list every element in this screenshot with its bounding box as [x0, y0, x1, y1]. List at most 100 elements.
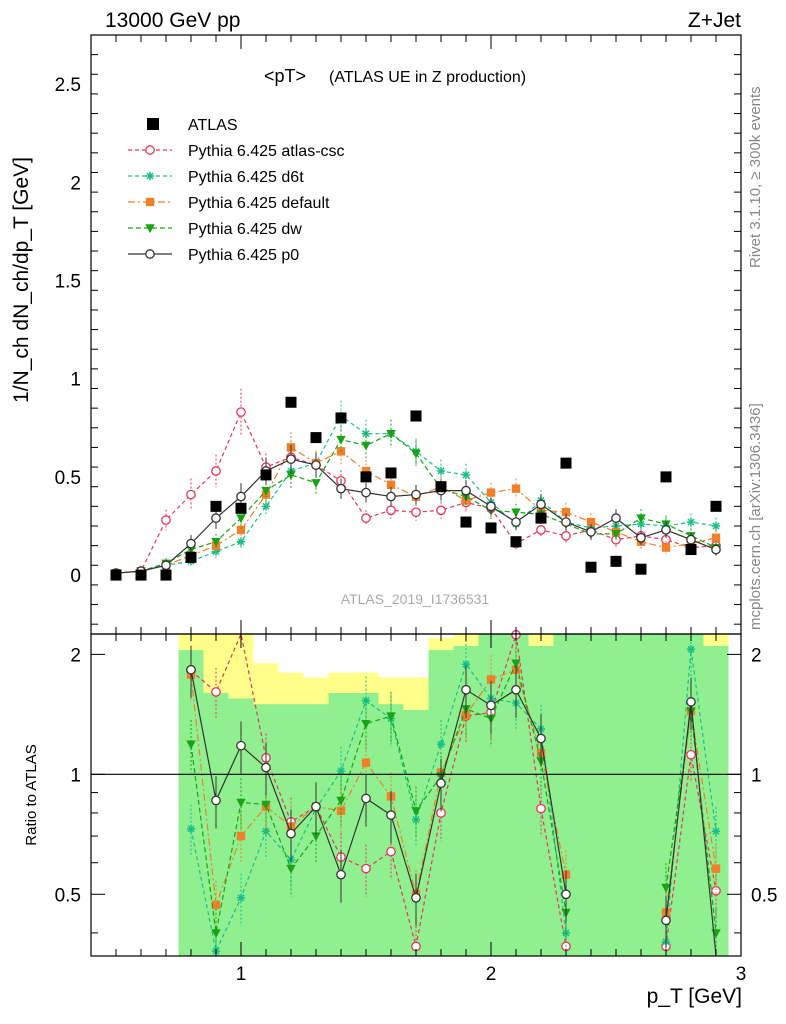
data-point — [186, 824, 196, 833]
x-tick-label: 1 — [236, 964, 247, 985]
data-point — [236, 740, 246, 751]
data-point — [535, 512, 547, 524]
data-point — [386, 480, 396, 489]
data-point — [711, 886, 721, 896]
data-point — [711, 544, 721, 555]
data-point — [236, 514, 246, 524]
data-point — [661, 525, 671, 535]
data-point — [286, 454, 296, 465]
data-point — [686, 534, 696, 545]
data-point — [611, 530, 621, 540]
data-point — [386, 712, 396, 722]
data-point — [510, 536, 522, 548]
data-point — [561, 530, 571, 541]
data-point — [261, 800, 271, 810]
legend: ATLAS Pythia 6.425 atlas-csc Pythia 6.425 … — [128, 117, 345, 264]
data-point — [411, 449, 421, 459]
data-point — [236, 831, 246, 841]
data-point — [336, 796, 346, 806]
ratio-line — [190, 632, 717, 947]
data-point — [135, 569, 147, 581]
legend-label: Pythia 6.425 dw — [188, 221, 302, 238]
data-point — [386, 810, 396, 820]
energy-label: 13000 GeV pp — [105, 9, 240, 32]
legend-marker — [145, 224, 155, 234]
data-point — [311, 479, 321, 488]
y-tick-label: 1 — [70, 370, 81, 391]
analysis-watermark: ATLAS_2019_I1736531 — [341, 591, 490, 607]
y-axis-label: 1/N_ch dN_ch/dp_T [GeV] — [10, 157, 33, 403]
legend-marker — [145, 145, 155, 155]
data-point — [611, 513, 621, 523]
data-point — [711, 864, 721, 873]
legend-label: Pythia 6.425 default — [188, 195, 330, 212]
data-point — [185, 551, 197, 563]
data-point — [310, 432, 322, 444]
ratio-band-inner — [603, 634, 629, 956]
legend-marker — [145, 249, 155, 259]
rivet-label: Rivet 3.1.10, ≥ 300k events — [747, 86, 764, 268]
data-point — [511, 684, 521, 695]
ratio-tick-label-right: 2 — [751, 645, 762, 666]
data-point — [536, 499, 546, 510]
data-point — [385, 467, 397, 479]
data-point — [361, 758, 371, 767]
data-point — [710, 500, 722, 512]
data-point — [236, 407, 246, 417]
data-point — [411, 807, 421, 816]
ratio-line — [190, 668, 717, 913]
series-atlas — [110, 396, 722, 581]
data-point — [236, 798, 246, 808]
ratio-tick-label-left: 2 — [70, 645, 81, 666]
data-point — [536, 803, 546, 814]
data-point — [486, 675, 496, 684]
data-point — [211, 466, 221, 476]
data-point — [686, 517, 696, 527]
data-point — [561, 889, 571, 900]
data-point — [361, 487, 371, 498]
data-point — [486, 501, 496, 512]
legend-label: Pythia 6.425 d6t — [188, 169, 304, 186]
data-point — [461, 684, 471, 695]
data-point — [361, 863, 371, 874]
x-tick-label: 3 — [736, 964, 747, 985]
data-point — [436, 740, 446, 749]
data-point — [335, 412, 347, 424]
data-point — [311, 801, 321, 812]
data-point — [461, 485, 471, 496]
legend-label: ATLAS — [188, 117, 238, 134]
data-point — [336, 806, 346, 815]
ratio-series-p0 — [186, 645, 717, 957]
data-point — [285, 396, 297, 408]
data-point — [186, 740, 196, 750]
legend-label: Pythia 6.425 p0 — [188, 247, 299, 264]
data-point — [511, 659, 521, 669]
data-point — [235, 502, 247, 514]
data-point — [660, 471, 672, 483]
data-point — [686, 749, 696, 760]
legend-marker — [145, 171, 155, 181]
data-point — [711, 521, 721, 531]
data-point — [361, 719, 371, 729]
data-point — [661, 543, 671, 552]
data-point — [211, 900, 221, 910]
data-point — [236, 491, 246, 502]
x-axis-label: p_T [GeV] — [647, 985, 742, 1008]
data-point — [586, 517, 596, 527]
data-point — [186, 664, 196, 675]
data-point — [361, 793, 371, 804]
y-tick-label: 2 — [70, 173, 81, 194]
data-point — [461, 470, 471, 480]
data-point — [411, 489, 421, 500]
ratio-axis-label: Ratio to ATLAS — [23, 744, 40, 845]
ratio-tick-label-left: 1 — [70, 765, 81, 786]
ratio-line — [190, 649, 717, 954]
ratio-tick-label-right: 1 — [751, 765, 762, 786]
data-point — [461, 659, 471, 669]
data-point — [211, 929, 221, 939]
data-point — [460, 516, 472, 528]
data-point — [511, 517, 521, 527]
data-point — [711, 826, 721, 836]
data-point — [360, 471, 372, 483]
data-point — [635, 563, 647, 575]
